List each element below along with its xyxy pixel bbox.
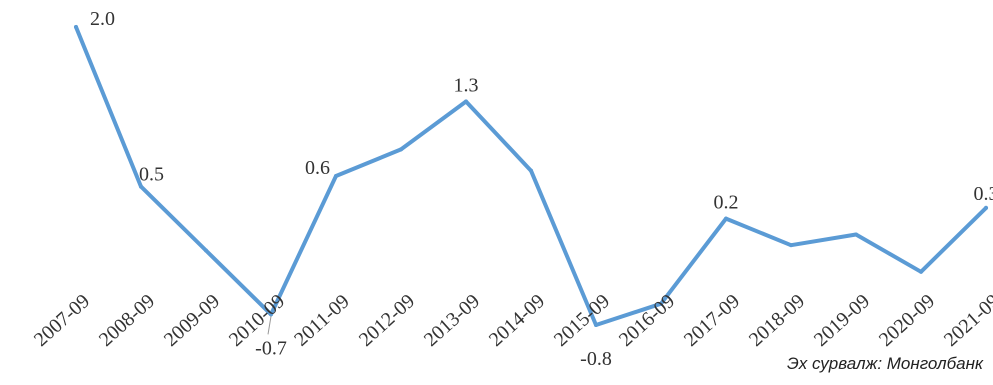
data-point (204, 249, 208, 253)
data-label: 0.5 (139, 164, 164, 186)
data-point (74, 25, 78, 29)
data-label: -0.8 (580, 348, 612, 370)
x-tick-label: 2011-09 (290, 290, 354, 350)
x-tick-label: 2012-09 (355, 290, 419, 351)
data-point (334, 174, 338, 178)
x-tick-label: 2007-09 (30, 290, 94, 351)
data-label: 0.2 (714, 192, 739, 214)
x-tick-label: 2014-09 (485, 290, 549, 351)
x-tick-label: 2018-09 (745, 290, 809, 351)
x-tick-label: 2009-09 (160, 290, 224, 351)
series-layer (74, 25, 988, 327)
data-point (984, 206, 988, 210)
data-label: 0.6 (305, 157, 330, 179)
data-point (854, 233, 858, 237)
data-point (464, 100, 468, 104)
data-point (399, 147, 403, 151)
x-tick-label: 2020-09 (875, 290, 939, 351)
data-label: 1.3 (454, 75, 479, 97)
source-note: Эх сурвалж: Монголбанк (787, 354, 983, 374)
data-point (529, 169, 533, 173)
data-label: 0.3 (974, 183, 993, 205)
series-line (76, 27, 986, 325)
data-point (724, 217, 728, 221)
data-point (919, 270, 923, 274)
x-tick-label: 2021-09 (940, 290, 993, 351)
x-tick-label: 2017-09 (680, 290, 744, 351)
x-tick-label: 2013-09 (420, 290, 484, 351)
x-tick-label: 2019-09 (810, 290, 874, 351)
data-label: 2.0 (90, 8, 115, 30)
data-label: -0.7 (255, 337, 287, 359)
data-point (789, 243, 793, 247)
x-tick-label: 2008-09 (95, 290, 159, 351)
x-tick-label: 2016-09 (615, 290, 679, 351)
